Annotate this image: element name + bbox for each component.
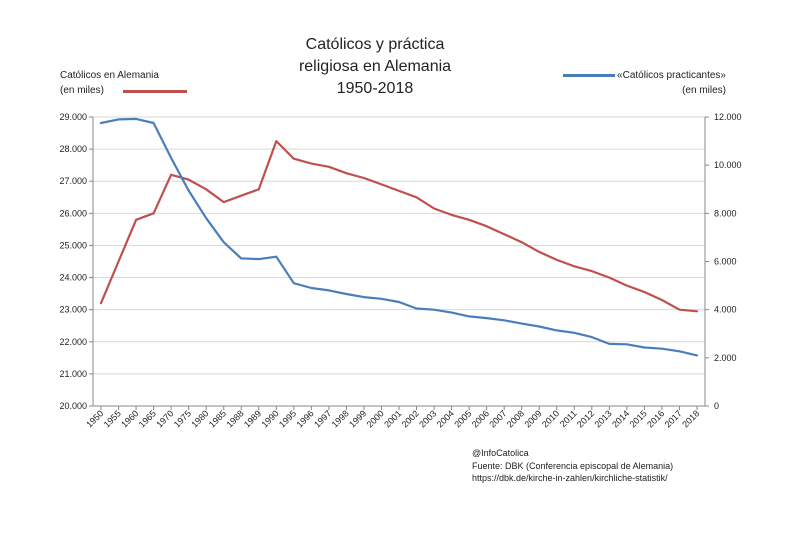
x-tick-label: 2016 — [645, 408, 666, 429]
y-right-tick-label: 8.000 — [714, 208, 737, 218]
x-tick-label: 2006 — [470, 408, 491, 429]
x-tick-label: 1980 — [189, 408, 210, 429]
x-tick-label: 1990 — [259, 408, 280, 429]
legend-right-unit: (en miles) — [682, 85, 726, 96]
y-left-tick-label: 24.000 — [59, 273, 87, 283]
x-tick-label: 1955 — [102, 408, 123, 429]
y-left-tick-label: 27.000 — [59, 176, 87, 186]
x-tick-label: 2001 — [382, 408, 403, 429]
y-left-tick-label: 26.000 — [59, 208, 87, 218]
x-tick-label: 2003 — [417, 408, 438, 429]
x-tick-label: 2004 — [435, 408, 456, 429]
series-line-catolicos — [99, 140, 699, 313]
y-left-tick-label: 28.000 — [59, 144, 87, 154]
legend-left-swatch — [123, 90, 187, 93]
chart-title-line-1: Católicos y práctica — [305, 36, 445, 53]
y-left-tick-label: 29.000 — [59, 112, 87, 122]
legend-right-swatch — [563, 74, 615, 77]
chart-title: Católicos y práctica religiosa en Aleman… — [260, 34, 490, 100]
y-right-tick-label: 12.000 — [714, 112, 742, 122]
x-tick-label: 1985 — [207, 408, 228, 429]
source-note: @InfoCatolica Fuente: DBK (Conferencia e… — [472, 447, 673, 485]
x-tick-label: 1988 — [224, 408, 245, 429]
y-left-tick-label: 21.000 — [59, 369, 87, 379]
x-tick-label: 2017 — [663, 408, 684, 429]
x-tick-label: 2008 — [505, 408, 526, 429]
x-tick-label: 1998 — [330, 408, 351, 429]
x-tick-label: 2002 — [400, 408, 421, 429]
y-right-tick-label: 2.000 — [714, 353, 737, 363]
y-right-tick-label: 0 — [714, 401, 719, 411]
x-tick-label: 1960 — [119, 408, 140, 429]
chart-title-line-3: 1950-2018 — [336, 80, 414, 97]
source-line-2: https://dbk.de/kirche-in-zahlen/kirchlic… — [472, 473, 668, 483]
x-tick-label: 2018 — [680, 408, 701, 429]
x-tick-label: 1975 — [172, 408, 193, 429]
legend-left-label: Católicos en Alemania — [60, 70, 159, 81]
x-tick-label: 2013 — [593, 408, 614, 429]
x-tick-label: 1996 — [295, 408, 316, 429]
x-tick-label: 1950 — [84, 408, 105, 429]
x-tick-label: 2012 — [575, 408, 596, 429]
legend-right-label: «Católicos practicantes» — [617, 70, 726, 81]
x-tick-label: 2009 — [522, 408, 543, 429]
x-tick-label: 2014 — [610, 408, 631, 429]
legend-left: Católicos en Alemania (en miles) — [60, 68, 159, 98]
y-left-tick-label: 22.000 — [59, 337, 87, 347]
x-tick-label: 2005 — [452, 408, 473, 429]
x-tick-label: 2000 — [365, 408, 386, 429]
x-tick-label: 1965 — [137, 408, 158, 429]
x-tick-label: 1997 — [312, 408, 333, 429]
y-left-tick-label: 25.000 — [59, 240, 87, 250]
legend-left-unit: (en miles) — [60, 85, 104, 96]
y-left-tick-label: 20.000 — [59, 401, 87, 411]
x-tick-label: 2007 — [487, 408, 508, 429]
y-right-tick-label: 4.000 — [714, 305, 737, 315]
chart-title-line-2: religiosa en Alemania — [298, 58, 452, 75]
x-tick-label: 1989 — [242, 408, 263, 429]
x-tick-label: 1995 — [277, 408, 298, 429]
x-tick-label: 2011 — [558, 408, 579, 429]
y-right-tick-label: 6.000 — [714, 257, 737, 267]
y-right-tick-label: 10.000 — [714, 160, 742, 170]
x-tick-label: 2015 — [628, 408, 649, 429]
series-line-practicantes — [99, 117, 699, 357]
source-handle: @InfoCatolica — [472, 448, 529, 458]
x-tick-label: 2010 — [540, 408, 561, 429]
x-tick-label: 1999 — [347, 408, 368, 429]
legend-right: «Católicos practicantes» (en miles) — [560, 68, 726, 98]
y-left-tick-label: 23.000 — [59, 305, 87, 315]
source-line-1: Fuente: DBK (Conferencia episcopal de Al… — [472, 460, 674, 471]
x-tick-label: 1970 — [154, 408, 175, 429]
